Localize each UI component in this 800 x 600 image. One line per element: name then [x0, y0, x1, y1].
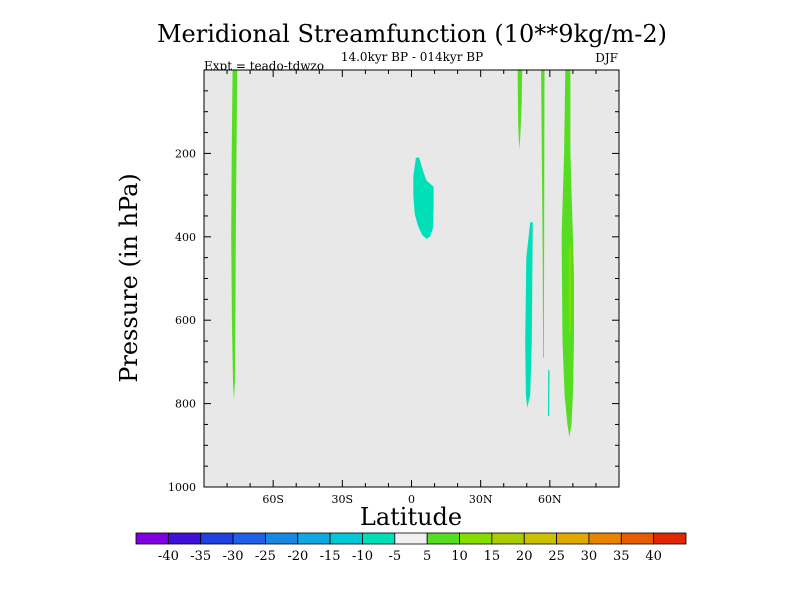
y-tick-label: 1000	[168, 481, 196, 494]
x-tick-label: 30S	[332, 493, 354, 506]
contour-region-nh-positive-strip-b	[541, 70, 545, 358]
colorbar-swatch	[200, 532, 234, 545]
colorbar-label: 25	[548, 549, 565, 564]
colorbar-swatch	[426, 532, 460, 545]
colorbar-swatch	[556, 532, 590, 545]
colorbar-swatch	[653, 532, 687, 545]
contour-region-nh-positive-strip-a	[517, 70, 523, 150]
chart-subtitle: 14.0kyr BP - 014kyr BP	[341, 50, 483, 64]
colorbar-swatch	[329, 532, 363, 545]
colorbar-label: -35	[190, 549, 211, 564]
colorbar-label: -20	[287, 549, 308, 564]
contour-region-nh-negative-cell-a	[525, 222, 533, 408]
colorbar-label: 40	[645, 549, 662, 564]
colorbar-label: 20	[516, 549, 533, 564]
colorbar-swatch	[523, 532, 557, 545]
contour-region-equatorial-negative-cell	[413, 157, 434, 239]
colorbar-label: 15	[484, 549, 501, 564]
colorbar-swatch	[135, 532, 169, 545]
colorbar-swatch	[362, 532, 396, 545]
x-tick-label: 0	[408, 493, 415, 506]
y-tick-label: 400	[175, 231, 196, 244]
colorbar-swatch	[297, 532, 331, 545]
colorbar-label: 5	[423, 549, 431, 564]
colorbar-label: -25	[255, 549, 276, 564]
colorbar-label: 10	[451, 549, 468, 564]
plot-background	[204, 70, 619, 487]
x-tick-label: 30N	[469, 493, 493, 506]
contour-regions	[231, 70, 574, 437]
x-axis-label: Latitude	[360, 503, 462, 531]
contour-region-nh-negative-sliver	[548, 370, 550, 417]
colorbar-swatch	[588, 532, 622, 545]
colorbar-label: 30	[581, 549, 598, 564]
colorbar-label: -5	[388, 549, 401, 564]
colorbar-label: -40	[158, 549, 179, 564]
contour-region-nh-positive-cell-b	[561, 70, 574, 437]
x-tick-label: 60N	[538, 493, 562, 506]
colorbar-swatch	[491, 532, 525, 545]
colorbar-swatch	[620, 532, 655, 545]
y-tick-label: 800	[175, 398, 196, 411]
contour-region-sh-positive-cell	[231, 70, 238, 400]
chart-title: Meridional Streamfunction (10**9kg/m-2)	[157, 20, 667, 48]
x-tick-label: 60S	[262, 493, 284, 506]
colorbar-swatch	[167, 532, 202, 545]
axis-ticks: 60S 30S 0 30N 60N 200 400 600 800 1000	[168, 70, 619, 506]
colorbar-label: -10	[352, 549, 373, 564]
colorbar-label: 35	[613, 549, 630, 564]
colorbar-swatch	[459, 532, 493, 545]
season-label: DJF	[595, 51, 618, 65]
y-tick-label: 600	[175, 314, 196, 327]
colorbar-label: -30	[223, 549, 244, 564]
y-tick-label: 200	[175, 147, 196, 160]
colorbar: -40 -35 -30 -25 -20 -15 -10 -5 5 10 15 20 25 30 35 40	[135, 532, 687, 564]
colorbar-swatch	[394, 532, 428, 545]
colorbar-swatch	[232, 532, 266, 545]
colorbar-label: -15	[320, 549, 341, 564]
contour-region-nh-positive-cell-b-core	[568, 245, 572, 337]
y-axis-label: Pressure (in hPa)	[115, 173, 143, 383]
colorbar-swatch	[265, 532, 299, 545]
